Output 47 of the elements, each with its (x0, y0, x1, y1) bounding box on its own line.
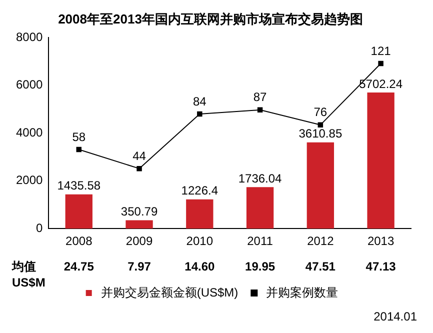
text: 均值 (11, 259, 36, 274)
point (76, 146, 82, 152)
data-label: 84 (192, 94, 207, 108)
point (197, 111, 202, 117)
legend-label: 并购案例数量 (266, 285, 338, 300)
x-tick-label: 2011 (247, 234, 274, 248)
text: 47.13 (366, 259, 396, 274)
legend-label: 并购交易金额金额(US$M) (100, 285, 238, 300)
bar (306, 142, 334, 229)
y-tick-label: 2000 (16, 173, 44, 188)
data-label: 58 (72, 130, 86, 144)
x-tick-label: 2008 (66, 234, 93, 248)
point (318, 122, 324, 128)
bar (186, 199, 214, 229)
point (378, 60, 384, 66)
bar (65, 194, 92, 229)
text: 24.75 (64, 259, 94, 274)
point (136, 166, 142, 172)
data-label: 121 (370, 44, 392, 58)
bar (246, 187, 274, 229)
bar (126, 220, 153, 229)
y-tick-label: 0 (36, 220, 44, 235)
text: 7.97 (128, 259, 152, 274)
bar (367, 92, 394, 229)
text: 14.60 (184, 259, 215, 274)
data-label: 1226.4 (181, 184, 218, 198)
y-tick-label: 4000 (16, 125, 44, 140)
y-tick-label: 6000 (16, 78, 44, 92)
data-label: 3610.85 (298, 126, 342, 141)
data-label: 350.79 (120, 204, 158, 219)
y-tick-label: 8000 (16, 30, 44, 44)
text: 47.51 (305, 259, 336, 274)
data-label: 1435.58 (57, 178, 101, 193)
data-label: 44 (132, 148, 146, 163)
text: 19.95 (245, 259, 276, 274)
data-label: 76 (314, 105, 328, 120)
data-label: 87 (253, 90, 268, 104)
chart-title: 2008年至2013年国内互联网并购市场宣布交易趋势图 (58, 11, 363, 26)
x-tick-label: 2013 (367, 234, 394, 248)
data-label: 1736.04 (238, 171, 282, 186)
x-tick-label: 2009 (126, 234, 153, 248)
text: 2014.01 (374, 309, 418, 324)
text: US$M (12, 275, 46, 290)
data-label: 5702.24 (359, 76, 403, 91)
x-tick-label: 2012 (307, 234, 334, 248)
point (257, 107, 263, 113)
x-tick-label: 2010 (186, 234, 214, 248)
